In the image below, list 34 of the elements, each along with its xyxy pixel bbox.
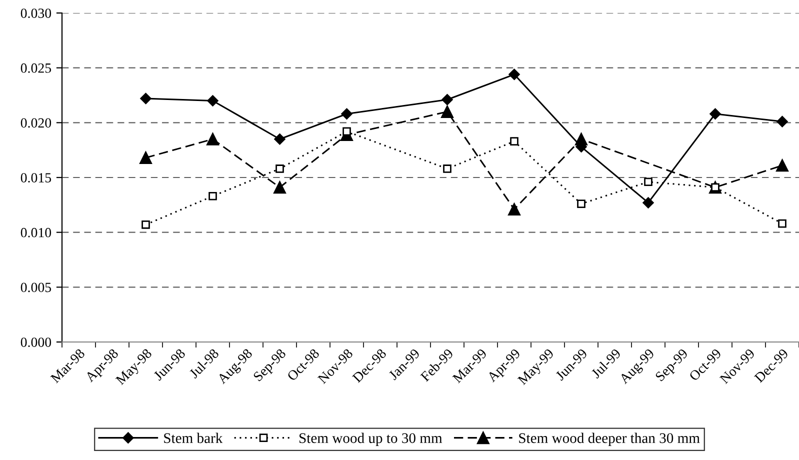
y-tick-label: 0.015 bbox=[20, 173, 52, 183]
point bbox=[508, 68, 520, 80]
point bbox=[510, 137, 518, 146]
y-tick-label: 0.010 bbox=[20, 228, 52, 238]
point bbox=[208, 192, 217, 200]
point bbox=[644, 178, 652, 186]
point bbox=[442, 94, 453, 106]
point bbox=[206, 132, 219, 146]
point bbox=[441, 105, 454, 118]
point bbox=[508, 203, 520, 216]
point bbox=[776, 159, 788, 172]
point bbox=[274, 134, 286, 145]
y-tick-label: 0.025 bbox=[20, 63, 52, 73]
point bbox=[577, 200, 586, 208]
point bbox=[140, 92, 152, 104]
legend-label: Stem bark bbox=[164, 432, 223, 444]
point bbox=[778, 219, 786, 228]
y-tick-label: 0.005 bbox=[20, 282, 52, 292]
point bbox=[776, 116, 788, 128]
point bbox=[140, 152, 152, 164]
y-tick-label: 0.020 bbox=[20, 118, 52, 128]
point bbox=[710, 108, 721, 120]
point bbox=[342, 127, 351, 136]
legend-label: Stem wood up to 30 mm bbox=[299, 432, 442, 446]
legend-label: Stem wood deeper than 30 mm bbox=[519, 432, 700, 446]
y-tick-label: 0.030 bbox=[20, 8, 52, 18]
point bbox=[341, 108, 352, 120]
point bbox=[207, 95, 218, 106]
point bbox=[274, 181, 286, 194]
point bbox=[142, 220, 150, 229]
point bbox=[642, 197, 654, 208]
point bbox=[443, 164, 452, 173]
point bbox=[276, 164, 284, 173]
y-tick-label: 0.000 bbox=[20, 338, 52, 348]
